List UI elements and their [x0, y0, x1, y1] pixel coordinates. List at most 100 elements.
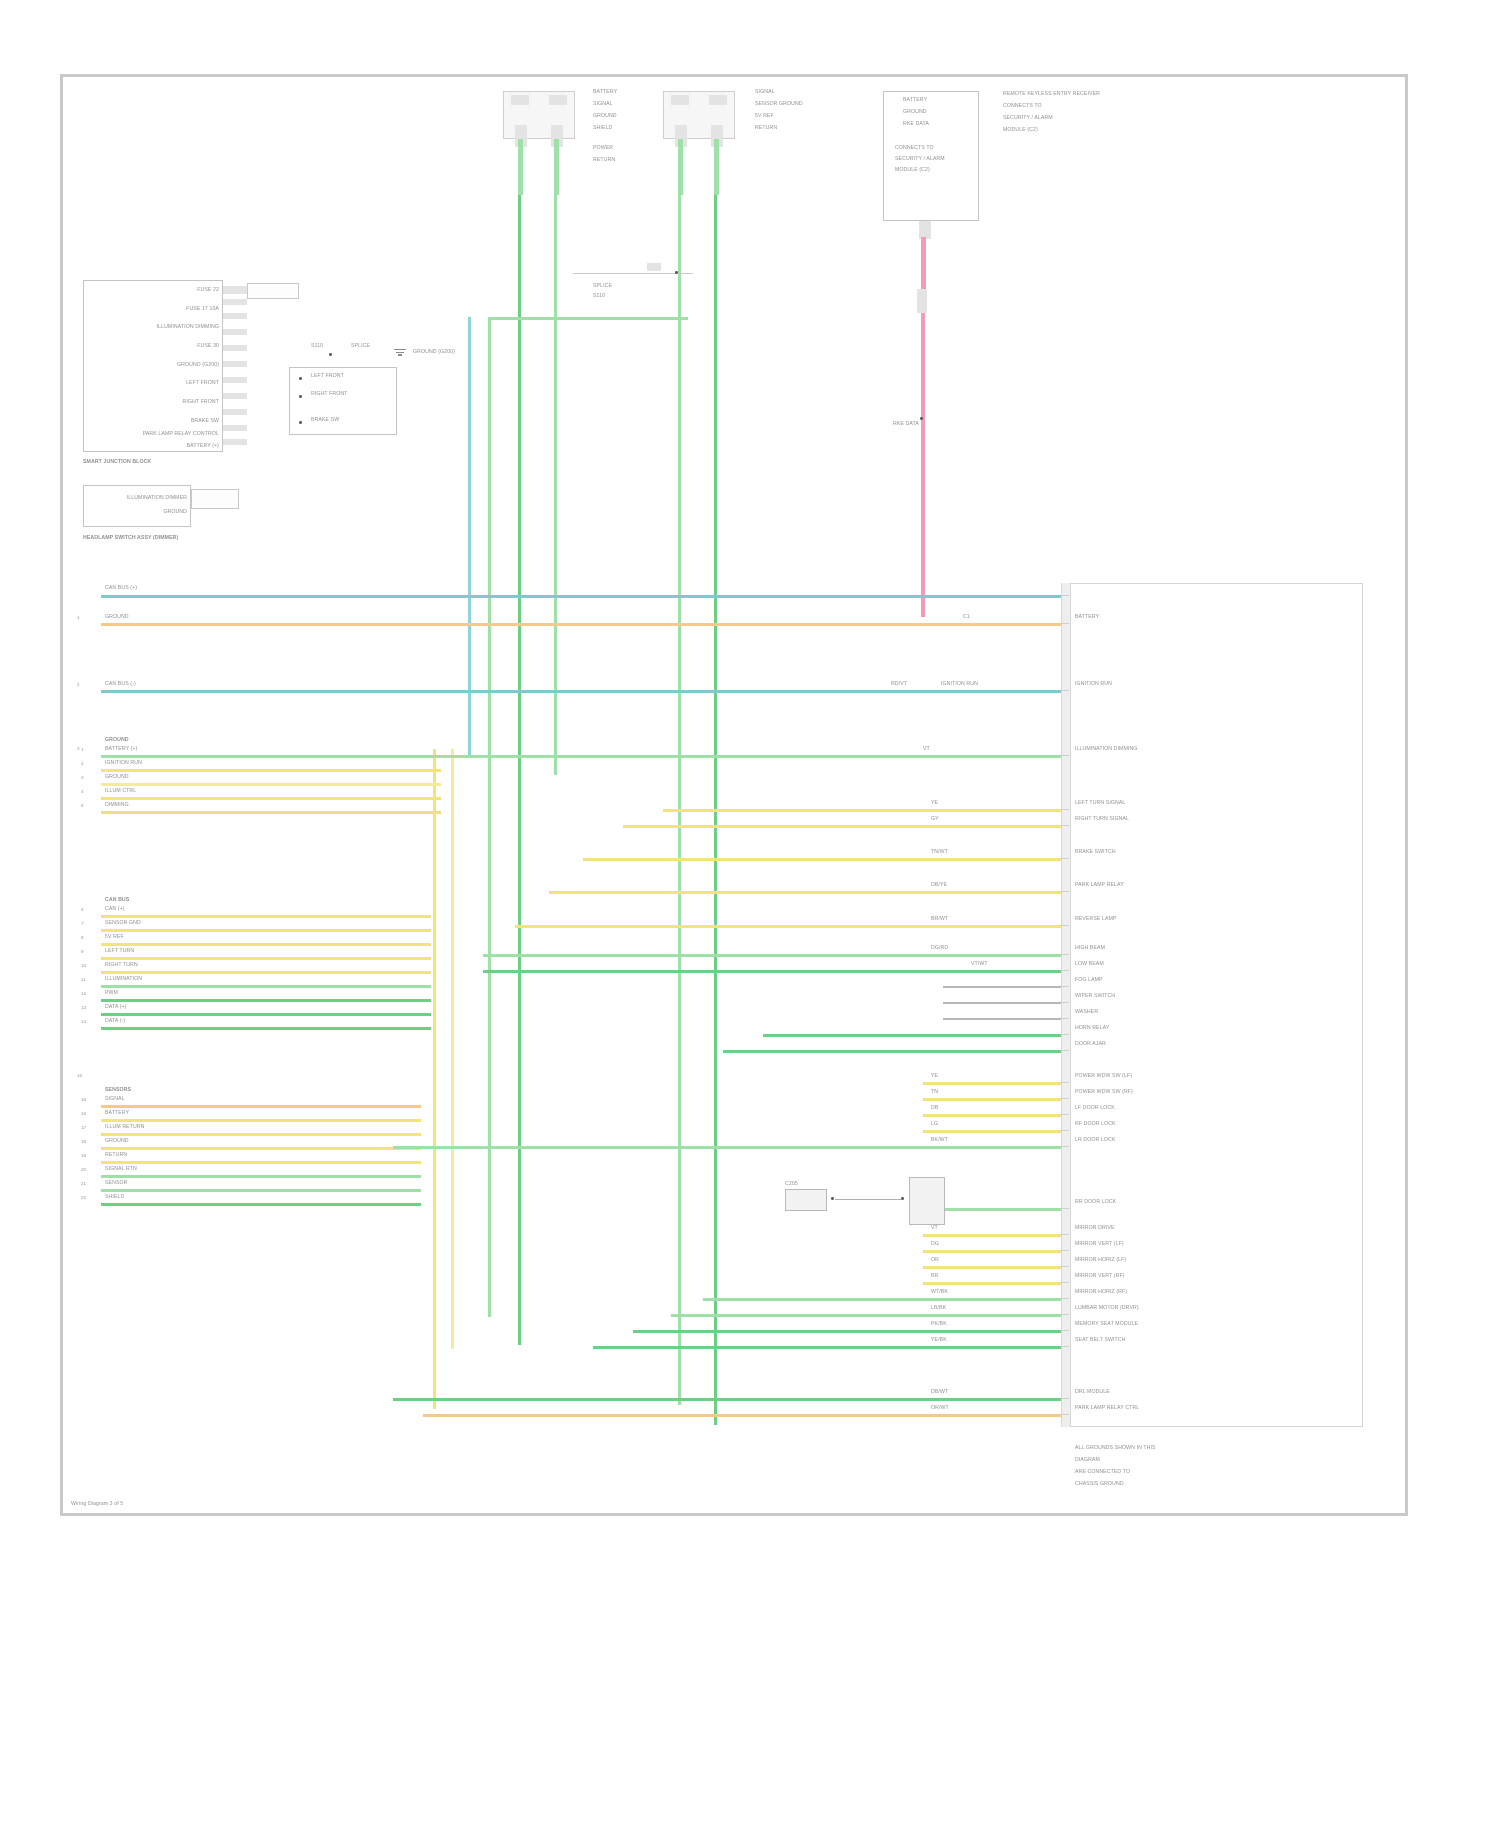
bus-right-label: FOG LAMP — [1075, 977, 1103, 983]
pin-circuit: DIMMING — [105, 802, 129, 808]
bus-left-label: CAN BUS (-) — [105, 681, 136, 687]
rke-line-1: GROUND — [903, 109, 927, 115]
bus-right-label: PARK LAMP RELAY CTRL — [1075, 1405, 1140, 1411]
bus-mid-label: LG — [931, 1121, 939, 1127]
bus-mid-label: DB/YE — [931, 882, 948, 888]
bus-mid-label: VT/WT — [971, 961, 988, 967]
pin-num: 22 — [81, 1195, 87, 1200]
bus-right-label: PARK LAMP RELAY — [1075, 882, 1124, 888]
bus-mid-label: YE — [931, 1073, 939, 1079]
splice-label-a: S110 — [311, 343, 324, 349]
pin-circuit: ILLUM CTRL — [105, 788, 137, 794]
bus-right-label: LOW BEAM — [1075, 961, 1104, 967]
pin-num: 14 — [81, 1019, 87, 1024]
bus-mid-label: LB/BK — [931, 1305, 947, 1311]
bus-right-label: POWER WDW SW (LF) — [1075, 1073, 1133, 1079]
top-switch-b-line-2: 5V REF — [755, 113, 774, 119]
pin-circuit: GROUND — [105, 1138, 129, 1144]
dimmer-pin-0: ILLUMINATION DIMMER — [126, 495, 187, 501]
jb-pin-6: RIGHT FRONT — [182, 399, 219, 405]
rke-connects-note-0: CONNECTS TO — [1003, 103, 1042, 109]
bus-mid-label: YE — [931, 800, 939, 806]
top-switch-b-line-1: SENSOR GROUND — [755, 101, 803, 107]
pin-num: 5 — [81, 803, 84, 808]
pin-num: 18 — [81, 1139, 87, 1144]
pin-circuit: RETURN — [105, 1152, 128, 1158]
jb-pin-2: ILLUMINATION DIMMING — [156, 324, 219, 330]
pink-wire-label: RKE DATA — [893, 421, 919, 427]
pin-circuit: SHIELD — [105, 1194, 125, 1200]
bus-right-label: LF DOOR LOCK — [1075, 1105, 1115, 1111]
top-switch-b-line-0: SIGNAL — [755, 89, 775, 95]
bus-mid-label: VT — [923, 746, 930, 752]
top-switch-a-line-5: POWER — [593, 145, 614, 151]
pin-num: 8 — [81, 935, 84, 940]
left-group-2-header: SENSORS — [105, 1087, 132, 1093]
bus-right-label: BATTERY — [1075, 614, 1100, 620]
rke-note-0: CONNECTS TO — [895, 145, 934, 151]
bcm-caption-1: DIAGRAM — [1075, 1457, 1100, 1463]
rke-title: REMOTE KEYLESS ENTRY RECEIVER — [1003, 91, 1100, 97]
bus-mid-label: OR — [931, 1257, 939, 1263]
jb-pin-1: FUSE 17 10A — [186, 306, 219, 312]
jb-inline-line-0: LEFT FRONT — [311, 373, 344, 379]
bus-mid-label: DB — [931, 1105, 939, 1111]
pin-num: 7 — [81, 921, 84, 926]
top-switch-a-line-3: SHIELD — [593, 125, 613, 131]
top-switch-b-line-3: RETURN — [755, 125, 778, 131]
rke-line-0: BATTERY — [903, 97, 928, 103]
bus-mid-label: VT — [931, 1225, 938, 1231]
wire-run-green-2 — [518, 195, 521, 1345]
bcm-connector-rail — [1061, 583, 1071, 1427]
bus-right-label: LUMBAR MOTOR (DRVR) — [1075, 1305, 1139, 1311]
wiring-diagram-sheet: BATTERY SIGNAL GROUND SHIELD POWER RETUR… — [60, 74, 1408, 1516]
bus-right-label: REVERSE LAMP — [1075, 916, 1117, 922]
pin-num: 20 — [81, 1167, 87, 1172]
bus-pin: 16 — [77, 1073, 83, 1078]
bus-mid-label: BR/WT — [931, 916, 949, 922]
bus-mid-label: RD/VT — [891, 681, 908, 687]
bus-right-label: IGNITION RUN — [1075, 681, 1112, 687]
sheet-footer: Wiring Diagram 3 of 5 — [71, 1501, 124, 1507]
top-switch-a-line-0: BATTERY — [593, 89, 618, 95]
pin-num: 15 — [81, 1097, 87, 1102]
pin-circuit: BATTERY (+) — [105, 746, 138, 752]
bus-mid-label: PK/BK — [931, 1321, 947, 1327]
junction-block — [83, 280, 223, 452]
bus-pin: 1 — [77, 615, 80, 620]
bus-right-label: LEFT TURN SIGNAL — [1075, 800, 1126, 806]
jb-inline-line-2: BRAKE SW — [311, 417, 340, 423]
pin-num: 21 — [81, 1181, 87, 1186]
bcm-outline — [1071, 583, 1363, 1427]
pin-num: 12 — [81, 991, 87, 996]
dimmer-module — [83, 485, 191, 527]
bus-mid-label2: IGNITION RUN — [941, 681, 978, 687]
wire-run-yellow-2 — [451, 749, 454, 1349]
rke-note-1: SECURITY / ALARM — [895, 156, 945, 162]
top-switch-a-line-6: RETURN — [593, 157, 616, 163]
bus-right-label: MIRROR DRIVE — [1075, 1225, 1115, 1231]
bus-left-label: GROUND — [105, 614, 129, 620]
wire-run-green-3 — [554, 195, 557, 775]
jb-pin-0: FUSE 22 — [197, 287, 219, 293]
bus-right-label: MIRROR HORIZ (LF) — [1075, 1257, 1127, 1263]
bus-mid-label: DG/RD — [931, 945, 949, 951]
bus-mid-label: DG — [931, 1241, 939, 1247]
pin-circuit: RIGHT TURN — [105, 962, 138, 968]
bus-mid-label: YE/BK — [931, 1337, 947, 1343]
pin-circuit: PWM — [105, 990, 118, 996]
wire-run-pink — [921, 237, 925, 617]
ground-label-a: GROUND (G200) — [413, 349, 455, 355]
pin-num: 17 — [81, 1125, 87, 1130]
pin-circuit: SIGNAL RTN — [105, 1166, 137, 1172]
pin-circuit: LEFT TURN — [105, 948, 135, 954]
pin-num: 16 — [81, 1111, 87, 1116]
pin-num: 4 — [81, 789, 84, 794]
mid-splice-label: C205 — [785, 1181, 798, 1187]
top-switch-a-line-2: GROUND — [593, 113, 617, 119]
pin-num: 13 — [81, 1005, 87, 1010]
pin-num: 3 — [81, 775, 84, 780]
rke-connects-note-2: MODULE (C2) — [1003, 127, 1038, 133]
pin-num: 6 — [81, 907, 84, 912]
bus-right-label: WIPER SWITCH — [1075, 993, 1116, 999]
